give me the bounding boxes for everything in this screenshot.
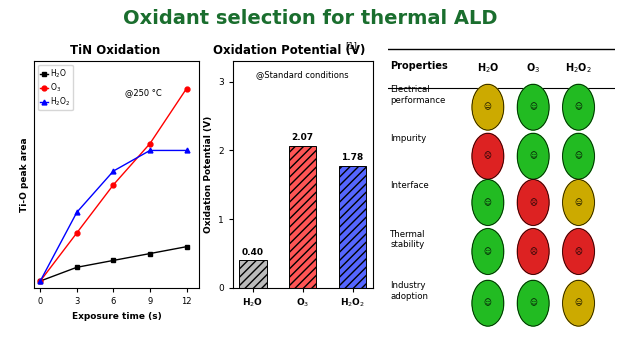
- Ellipse shape: [517, 229, 549, 274]
- Ellipse shape: [563, 280, 594, 326]
- Text: Industry
adoption: Industry adoption: [391, 281, 428, 301]
- Ellipse shape: [563, 229, 594, 274]
- Text: Thermal
stability: Thermal stability: [391, 230, 426, 249]
- Bar: [239, 260, 266, 288]
- Ellipse shape: [472, 133, 504, 179]
- Text: 😐: 😐: [574, 198, 582, 207]
- Text: Oxidation Potential (V): Oxidation Potential (V): [212, 44, 365, 57]
- Text: 5: 5: [602, 327, 609, 336]
- Ellipse shape: [563, 133, 594, 179]
- Text: ☺: ☺: [529, 103, 537, 112]
- Text: ☺: ☺: [529, 152, 537, 161]
- Text: ☺: ☺: [484, 299, 492, 308]
- Ellipse shape: [472, 180, 504, 225]
- Text: 2.07: 2.07: [292, 133, 314, 142]
- Ellipse shape: [563, 180, 594, 225]
- Text: @250 °C: @250 °C: [125, 88, 162, 97]
- Text: 😐: 😐: [484, 103, 492, 112]
- Ellipse shape: [517, 280, 549, 326]
- Ellipse shape: [517, 180, 549, 225]
- Text: ☺: ☺: [484, 247, 492, 256]
- Text: ☺: ☺: [574, 152, 582, 161]
- Text: ☹: ☹: [529, 247, 537, 256]
- Text: Oxidant selection for thermal ALD: Oxidant selection for thermal ALD: [123, 9, 498, 28]
- Text: O$_3$: O$_3$: [526, 61, 540, 75]
- Text: TiN Oxidation: TiN Oxidation: [70, 44, 160, 57]
- Text: ☹: ☹: [529, 198, 537, 207]
- Ellipse shape: [563, 84, 594, 130]
- Text: [1]: [1]: [345, 41, 357, 50]
- Text: Electrical
performance: Electrical performance: [391, 86, 446, 105]
- Text: ☺: ☺: [484, 198, 492, 207]
- Ellipse shape: [517, 84, 549, 130]
- Ellipse shape: [472, 84, 504, 130]
- Text: 😐: 😐: [574, 299, 582, 308]
- Text: @Standard conditions: @Standard conditions: [256, 70, 349, 79]
- Ellipse shape: [517, 133, 549, 179]
- Text: ☺: ☺: [574, 103, 582, 112]
- Text: ALD 2024: ALD 2024: [528, 327, 584, 336]
- Ellipse shape: [472, 280, 504, 326]
- Text: 1.78: 1.78: [342, 153, 364, 162]
- Ellipse shape: [472, 229, 504, 274]
- Text: Interface: Interface: [391, 181, 429, 190]
- Text: ☹: ☹: [574, 247, 582, 256]
- Text: Properties: Properties: [391, 61, 448, 71]
- Y-axis label: Ti-O peak area: Ti-O peak area: [20, 137, 29, 212]
- Text: 0.40: 0.40: [242, 248, 264, 257]
- X-axis label: Exposure time (s): Exposure time (s): [71, 312, 161, 320]
- Legend: H$_2$O, O$_3$, H$_2$O$_2$: H$_2$O, O$_3$, H$_2$O$_2$: [38, 65, 73, 110]
- Bar: [339, 165, 366, 288]
- Text: Impurity: Impurity: [391, 134, 427, 143]
- Bar: [289, 146, 317, 288]
- Text: H$_2$O$_2$: H$_2$O$_2$: [565, 61, 592, 75]
- Text: [1] Materials 2019, 12(17), 2751: [1] Materials 2019, 12(17), 2751: [384, 329, 486, 334]
- Text: H$_2$O: H$_2$O: [476, 61, 499, 75]
- Text: ☹: ☹: [484, 152, 492, 161]
- Text: ☺: ☺: [529, 299, 537, 308]
- Y-axis label: Oxidation Potential (V): Oxidation Potential (V): [204, 116, 212, 233]
